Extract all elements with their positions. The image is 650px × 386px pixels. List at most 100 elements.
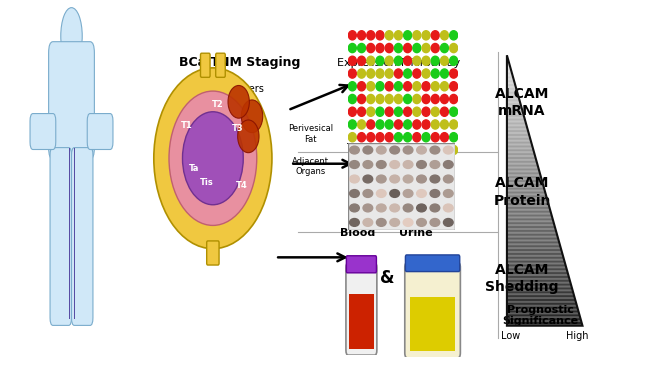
Polygon shape: [507, 84, 515, 85]
Text: Blood: Blood: [340, 228, 375, 238]
Circle shape: [431, 44, 439, 52]
Polygon shape: [507, 254, 563, 256]
Circle shape: [348, 133, 356, 142]
Circle shape: [395, 107, 402, 116]
Circle shape: [441, 31, 448, 40]
Polygon shape: [507, 230, 556, 231]
Polygon shape: [507, 58, 508, 59]
Circle shape: [450, 69, 458, 78]
Circle shape: [348, 69, 356, 78]
Polygon shape: [507, 227, 555, 229]
Polygon shape: [507, 88, 516, 89]
Polygon shape: [507, 93, 518, 95]
Polygon shape: [507, 310, 578, 311]
Polygon shape: [507, 131, 528, 132]
Polygon shape: [507, 304, 577, 305]
Text: BCa TNM Staging: BCa TNM Staging: [179, 56, 300, 69]
Circle shape: [403, 204, 413, 212]
Polygon shape: [507, 113, 523, 115]
Circle shape: [363, 218, 372, 226]
FancyBboxPatch shape: [87, 113, 113, 149]
Polygon shape: [507, 195, 546, 196]
Circle shape: [395, 95, 402, 103]
Polygon shape: [507, 132, 529, 134]
Circle shape: [404, 69, 411, 78]
Polygon shape: [507, 253, 562, 254]
Polygon shape: [507, 86, 516, 88]
Circle shape: [358, 56, 365, 65]
Polygon shape: [507, 157, 536, 158]
Text: ALCAM
Protein: ALCAM Protein: [493, 176, 551, 208]
Polygon shape: [507, 111, 523, 112]
Circle shape: [422, 56, 430, 65]
Circle shape: [358, 133, 365, 142]
Polygon shape: [507, 69, 511, 70]
FancyBboxPatch shape: [30, 113, 56, 149]
Circle shape: [390, 190, 400, 197]
Polygon shape: [507, 259, 564, 261]
Polygon shape: [507, 73, 512, 74]
Circle shape: [367, 146, 375, 154]
Text: Perivesical
Fat: Perivesical Fat: [288, 124, 333, 144]
Circle shape: [154, 68, 272, 249]
Polygon shape: [507, 196, 547, 197]
Polygon shape: [507, 316, 580, 318]
Circle shape: [385, 82, 393, 91]
Polygon shape: [507, 193, 546, 195]
Polygon shape: [507, 274, 569, 276]
Polygon shape: [507, 85, 515, 86]
Polygon shape: [507, 171, 540, 173]
Polygon shape: [507, 270, 567, 272]
Circle shape: [376, 120, 384, 129]
Polygon shape: [507, 243, 560, 245]
Circle shape: [430, 146, 439, 154]
Polygon shape: [507, 226, 555, 227]
Polygon shape: [507, 250, 562, 251]
Circle shape: [390, 218, 400, 226]
Circle shape: [363, 161, 372, 168]
Polygon shape: [507, 59, 508, 61]
Polygon shape: [507, 312, 579, 313]
Polygon shape: [507, 66, 510, 68]
Circle shape: [61, 8, 82, 64]
Circle shape: [395, 56, 402, 65]
Polygon shape: [507, 169, 539, 170]
Circle shape: [395, 120, 402, 129]
Circle shape: [422, 31, 430, 40]
Circle shape: [431, 120, 439, 129]
Circle shape: [395, 133, 402, 142]
Polygon shape: [507, 120, 525, 122]
Circle shape: [376, 190, 386, 197]
Polygon shape: [507, 303, 577, 304]
Circle shape: [431, 146, 439, 154]
Polygon shape: [507, 124, 526, 125]
Polygon shape: [507, 80, 514, 81]
Circle shape: [376, 44, 384, 52]
Polygon shape: [507, 232, 557, 234]
Circle shape: [450, 44, 458, 52]
Circle shape: [385, 146, 393, 154]
Polygon shape: [507, 104, 521, 105]
Polygon shape: [507, 185, 543, 186]
Text: T4: T4: [235, 181, 248, 190]
Circle shape: [403, 175, 413, 183]
Polygon shape: [507, 174, 541, 176]
Circle shape: [422, 82, 430, 91]
Polygon shape: [507, 264, 566, 265]
Circle shape: [450, 95, 458, 103]
Polygon shape: [507, 286, 572, 288]
Circle shape: [390, 161, 400, 168]
Circle shape: [385, 31, 393, 40]
Polygon shape: [507, 204, 549, 205]
Polygon shape: [507, 281, 571, 283]
Polygon shape: [507, 78, 514, 80]
Polygon shape: [507, 262, 565, 264]
Circle shape: [385, 133, 393, 142]
Polygon shape: [507, 222, 554, 223]
Circle shape: [450, 120, 458, 129]
FancyBboxPatch shape: [216, 53, 226, 77]
Polygon shape: [507, 127, 527, 128]
Circle shape: [441, 107, 448, 116]
Circle shape: [430, 175, 439, 183]
Polygon shape: [507, 267, 567, 269]
